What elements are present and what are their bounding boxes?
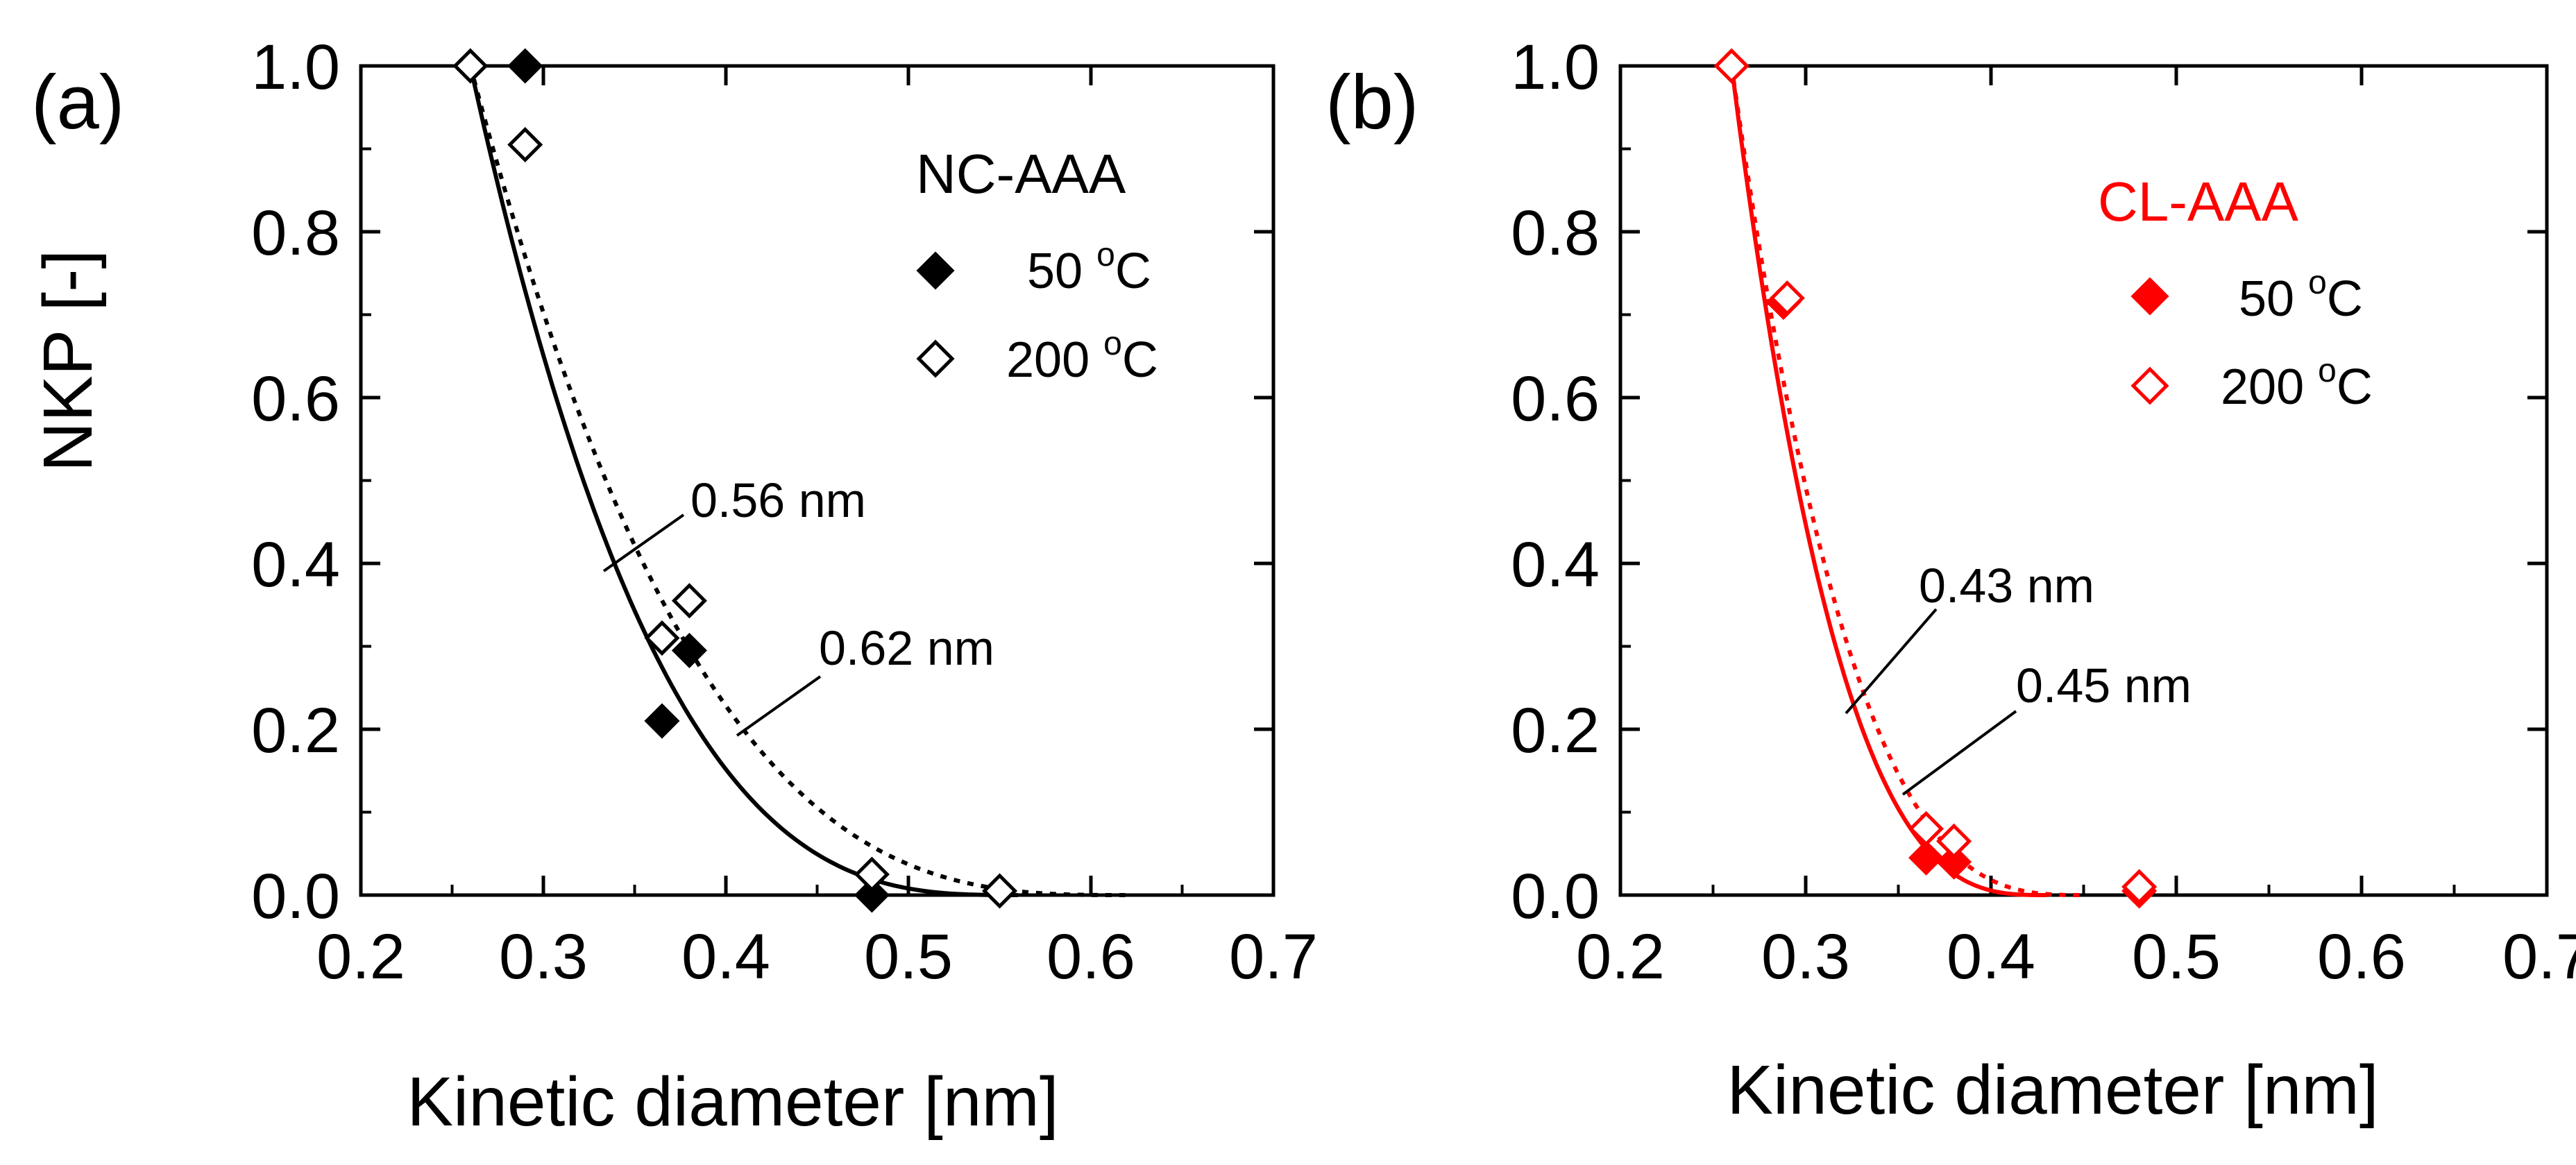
panel-a-data-points xyxy=(452,48,1018,913)
data-point-200c xyxy=(854,856,890,892)
y-tick-label: 1.0 xyxy=(1511,32,1600,103)
panel-b-legend-label-50c: 50 oC xyxy=(2239,264,2363,327)
x-tick-label: 0.4 xyxy=(1947,921,2035,992)
x-tick-label: 0.6 xyxy=(2317,921,2406,992)
data-point-200c xyxy=(1769,280,1805,316)
data-point-200c xyxy=(644,620,680,656)
data-point-50c xyxy=(854,877,890,913)
fit-curve-dotted xyxy=(1729,65,2084,897)
panel-a-annotation-2: 0.62 nm xyxy=(819,621,994,675)
panel-a-annotation-pointer-2 xyxy=(736,675,822,737)
panel-b-legend: CL-AAA 50 oC 200 oC xyxy=(2098,171,2373,415)
data-point-200c xyxy=(452,48,489,84)
panel-b-annotation-pointer-2 xyxy=(1901,710,2017,796)
fit-curve-dotted xyxy=(468,65,1128,897)
data-point-50c xyxy=(507,48,543,84)
panel-b-data-points xyxy=(1713,48,2158,909)
y-tick-label: 0.4 xyxy=(251,529,340,600)
y-tick-label: 0.8 xyxy=(251,198,340,269)
panel-a-annotation-1: 0.56 nm xyxy=(690,473,866,527)
x-tick-label: 0.5 xyxy=(2132,921,2221,992)
data-point-200c xyxy=(1936,823,1972,859)
data-point-200c xyxy=(1713,48,1749,84)
x-tick-label: 0.5 xyxy=(864,921,953,992)
y-tick-label: 0.0 xyxy=(251,861,340,932)
x-tick-label: 0.6 xyxy=(1046,921,1135,992)
x-tick-label: 0.3 xyxy=(1761,921,1850,992)
x-tick-label: 0.3 xyxy=(499,921,588,992)
panel-a-x-ticks: 0.2 0.3 0.4 0.5 0.6 0.7 xyxy=(316,66,1318,992)
fit-curve-solid xyxy=(468,65,1018,897)
panel-b-label: (b) xyxy=(1325,60,1418,145)
panel-a-plot-area: 0.2 0.3 0.4 0.5 0.6 0.7 0.00.20.40.60.81.0 xyxy=(251,32,1318,992)
panel-a-x-axis-title: Kinetic diameter [nm] xyxy=(407,1063,1058,1141)
panel-b-plot-area: 0.2 0.3 0.4 0.5 0.6 0.7 0.00.20.40.60.81.0 xyxy=(1511,32,2576,992)
panel-a-label: (a) xyxy=(31,60,124,145)
y-tick-label: 0.4 xyxy=(1511,529,1600,600)
y-tick-label: 0.6 xyxy=(1511,364,1600,434)
panel-a-legend-marker-200c xyxy=(916,339,955,378)
data-point-200c xyxy=(671,583,707,619)
data-point-200c xyxy=(981,873,1018,909)
panel-b-legend-label-200c: 200 oC xyxy=(2221,352,2373,415)
panel-a-legend-title: NC-AAA xyxy=(916,143,1126,205)
panel-b-y-ticks: 0.0 0.2 0.4 0.6 0.8 1.0 xyxy=(1511,32,2547,932)
y-tick-label: 0.2 xyxy=(1511,695,1600,766)
panel-b-fit-curves xyxy=(1729,65,2084,897)
x-tick-label: 0.2 xyxy=(316,921,405,992)
data-point-200c xyxy=(2121,869,2158,905)
y-tick-label: 0.6 xyxy=(251,364,340,434)
data-point-200c xyxy=(507,126,543,163)
data-point-50c xyxy=(671,632,707,669)
x-tick-label: 0.7 xyxy=(2502,921,2576,992)
panel-b-annotation-pointer-1 xyxy=(1845,608,1938,715)
y-tick-label: 1.0 xyxy=(251,32,340,103)
panel-b: (b) Kinetic diameter [nm] 0.2 0.3 0.4 0.5 0.… xyxy=(1325,32,2576,1129)
x-tick-label: 0.2 xyxy=(1576,921,1665,992)
panel-a-legend-label-50c: 50 oC xyxy=(1027,237,1151,299)
y-axis-title: NKP [-] xyxy=(29,250,107,472)
panel-a-legend: NC-AAA 50 oC 200 oC xyxy=(916,143,1158,388)
panel-b-legend-title: CL-AAA xyxy=(2098,171,2299,232)
panel-b-x-axis-title: Kinetic diameter [nm] xyxy=(1727,1051,2378,1129)
panel-a-y-ticks: 0.0 0.2 0.4 0.6 0.8 1.0 xyxy=(251,32,1273,932)
panel-b-legend-marker-200c xyxy=(2130,366,2169,405)
data-point-50c xyxy=(1908,840,1944,876)
panel-a-legend-label-200c: 200 oC xyxy=(1006,325,1158,388)
y-tick-label: 0.2 xyxy=(251,695,340,766)
panel-b-annotation-1: 0.43 nm xyxy=(1919,559,2094,613)
x-tick-label: 0.7 xyxy=(1229,921,1318,992)
data-point-200c xyxy=(1908,810,1944,847)
fit-curve-solid xyxy=(1729,65,2047,897)
data-point-50c xyxy=(1936,844,1972,880)
x-tick-label: 0.4 xyxy=(681,921,770,992)
panel-b-x-ticks: 0.2 0.3 0.4 0.5 0.6 0.7 xyxy=(1576,66,2576,992)
panel-a-annotation-pointer-1 xyxy=(602,513,685,572)
y-tick-label: 0.8 xyxy=(1511,198,1600,269)
panel-b-legend-marker-50c xyxy=(2130,277,2169,316)
y-tick-label: 0.0 xyxy=(1511,861,1600,932)
panel-b-annotation-2: 0.45 nm xyxy=(2016,658,2192,713)
panel-a: (a) NKP [-] Kinetic diameter [nm] 0.2 0.3… xyxy=(29,32,1318,1141)
panel-a-legend-marker-50c xyxy=(916,251,955,290)
panel-a-fit-curves xyxy=(468,65,1128,897)
data-point-50c xyxy=(644,703,680,739)
panel-b-axes-frame xyxy=(1618,64,2549,897)
